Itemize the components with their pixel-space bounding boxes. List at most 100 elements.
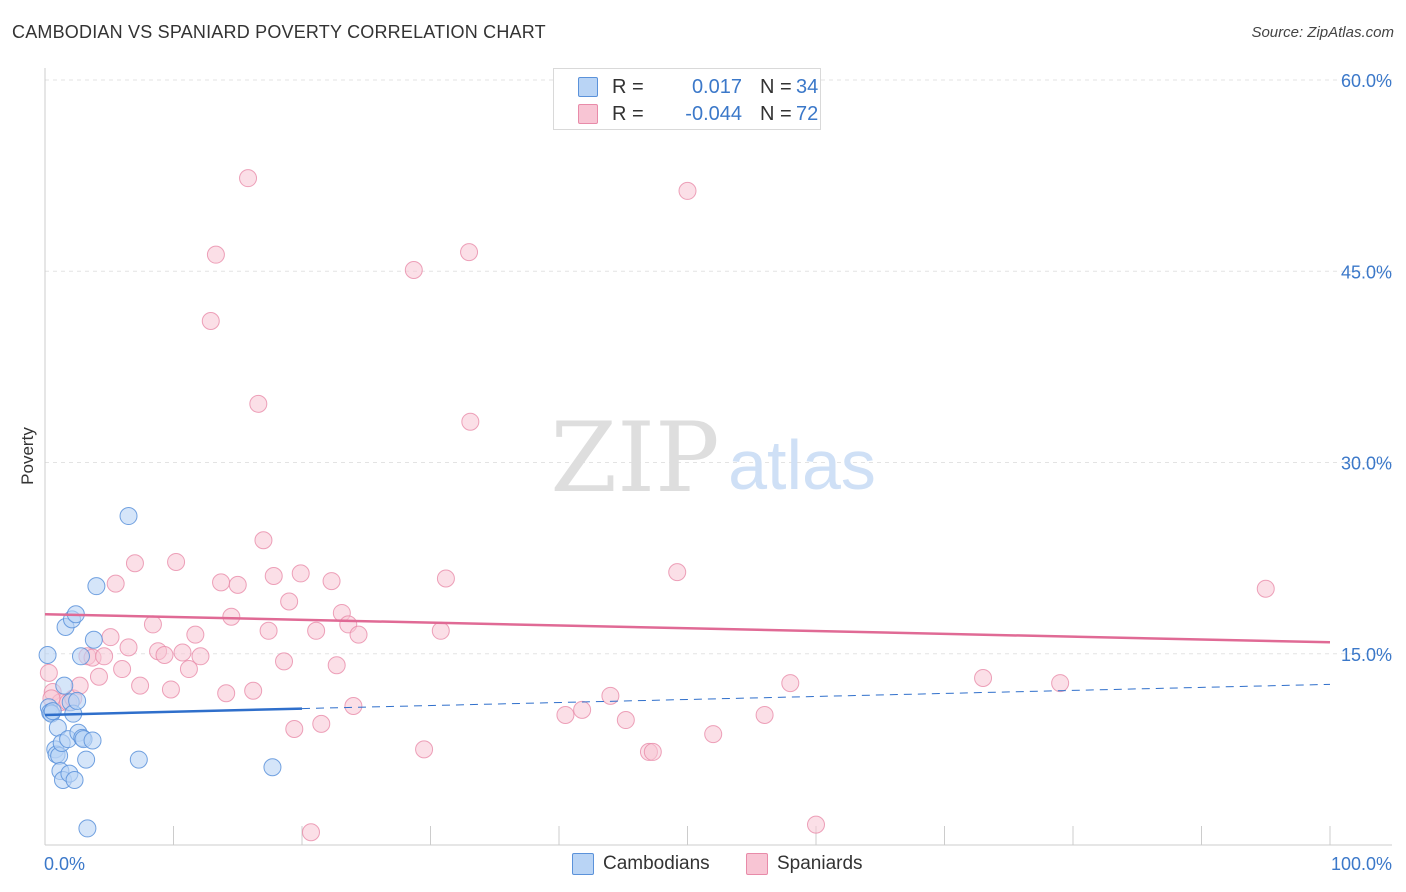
spaniard-point <box>327 656 346 675</box>
cambodian-point <box>84 630 103 649</box>
cambodian-point <box>119 507 138 526</box>
spaniard-point <box>974 668 993 687</box>
spaniard-point <box>275 652 294 671</box>
x-tick-label: 100.0% <box>1331 854 1392 874</box>
spaniard-point <box>307 621 326 640</box>
axes <box>44 68 1392 846</box>
spaniard-point <box>755 705 774 724</box>
tick-labels: 15.0% 30.0% 45.0% 60.0% 0.0% 100.0% <box>44 71 1392 874</box>
spaniard-point <box>616 711 635 730</box>
cambodian-point <box>43 702 62 721</box>
legend-label: Spaniards <box>777 853 863 874</box>
spaniard-point <box>125 554 144 573</box>
spaniard-point <box>285 719 304 738</box>
y-tick-label: 30.0% <box>1341 454 1392 474</box>
spaniard-point <box>217 684 236 703</box>
spaniard-point <box>807 815 825 834</box>
spaniard-point <box>436 569 455 588</box>
spaniard-point <box>678 181 697 200</box>
spaniard-point <box>131 676 150 695</box>
spaniard-point <box>704 725 723 744</box>
spaniard-point <box>556 705 575 724</box>
spaniard-point <box>1256 579 1275 598</box>
spaniard-point <box>254 531 273 550</box>
spaniard-point <box>264 566 283 585</box>
cambodian-point <box>38 646 57 665</box>
y-axis-label: Poverty <box>18 427 37 485</box>
spaniard-point <box>239 169 258 188</box>
spaniard-point <box>668 563 687 582</box>
spaniards-trend-line <box>44 612 1331 644</box>
cambodian-point <box>87 577 106 596</box>
spaniard-point <box>212 573 231 592</box>
n-value: 72 <box>796 103 819 125</box>
spaniard-point <box>106 574 125 593</box>
spaniard-point <box>167 552 186 571</box>
x-tick-label: 0.0% <box>44 854 85 874</box>
spaniard-point <box>101 628 120 647</box>
trend-lines <box>44 612 1331 717</box>
y-tick-label: 15.0% <box>1341 645 1392 665</box>
r-value: -0.044 <box>685 103 742 125</box>
spaniard-point <box>95 647 114 666</box>
r-value: 0.017 <box>691 76 742 98</box>
cambodian-point <box>68 691 87 710</box>
cambodians-swatch <box>578 77 598 97</box>
cambodian-point <box>78 819 97 838</box>
cambodian-point <box>129 750 148 769</box>
grid <box>45 79 1392 655</box>
spaniard-point <box>1051 674 1070 693</box>
spaniard-point <box>201 311 220 330</box>
cambodian-point <box>71 647 90 666</box>
y-tick-label: 45.0% <box>1341 262 1392 282</box>
spaniard-point <box>155 646 174 665</box>
spaniards-swatch <box>746 853 768 875</box>
spaniard-point <box>119 638 138 657</box>
cambodian-point <box>65 770 84 789</box>
r-label: R = <box>612 103 644 125</box>
spaniard-point <box>206 245 225 264</box>
spaniard-point <box>228 575 247 594</box>
spaniard-point <box>244 681 263 700</box>
spaniard-point <box>179 660 198 679</box>
cambodian-point <box>263 758 282 777</box>
spaniard-point <box>643 742 662 761</box>
y-tick-label: 60.0% <box>1341 71 1392 91</box>
cambodian-point <box>77 750 96 769</box>
spaniard-point <box>113 660 132 679</box>
spaniard-point <box>249 394 268 413</box>
spaniard-point <box>344 697 363 716</box>
spaniard-point <box>143 615 162 634</box>
r-label: R = <box>612 76 644 98</box>
series-legend: Cambodians Spaniards <box>0 852 1406 878</box>
spaniard-point <box>280 592 299 611</box>
chart-title: CAMBODIAN VS SPANIARD POVERTY CORRELATIO… <box>12 22 546 42</box>
spaniard-point <box>312 714 331 733</box>
spaniards-swatch <box>578 104 598 124</box>
watermark-zip: ZIP <box>550 402 719 514</box>
spaniard-point <box>70 676 89 695</box>
source-label: Source: ZipAtlas.com <box>1251 24 1394 41</box>
spaniard-point <box>322 572 341 591</box>
spaniard-point <box>431 621 450 640</box>
spaniard-point <box>222 607 241 626</box>
cambodians-trend-dashed <box>301 683 1331 710</box>
cambodian-point <box>83 731 102 750</box>
spaniard-point <box>415 740 434 759</box>
spaniard-point <box>39 663 58 682</box>
watermark: ZIP atlas <box>550 402 876 514</box>
spaniard-point <box>89 667 108 686</box>
spaniard-point <box>161 680 180 699</box>
correlation-legend: R = 0.017 N = 34 R = -0.044 N = 72 <box>553 68 821 130</box>
watermark-atlas: atlas <box>728 426 876 504</box>
spaniard-point <box>349 625 368 644</box>
spaniard-point <box>460 243 479 262</box>
cambodians-points <box>38 507 282 838</box>
spaniard-point <box>461 412 480 431</box>
spaniard-point <box>601 686 620 705</box>
legend-label: Cambodians <box>603 853 710 874</box>
n-label: N = <box>760 76 792 98</box>
spaniard-point <box>404 260 423 279</box>
spaniard-point <box>191 647 210 666</box>
